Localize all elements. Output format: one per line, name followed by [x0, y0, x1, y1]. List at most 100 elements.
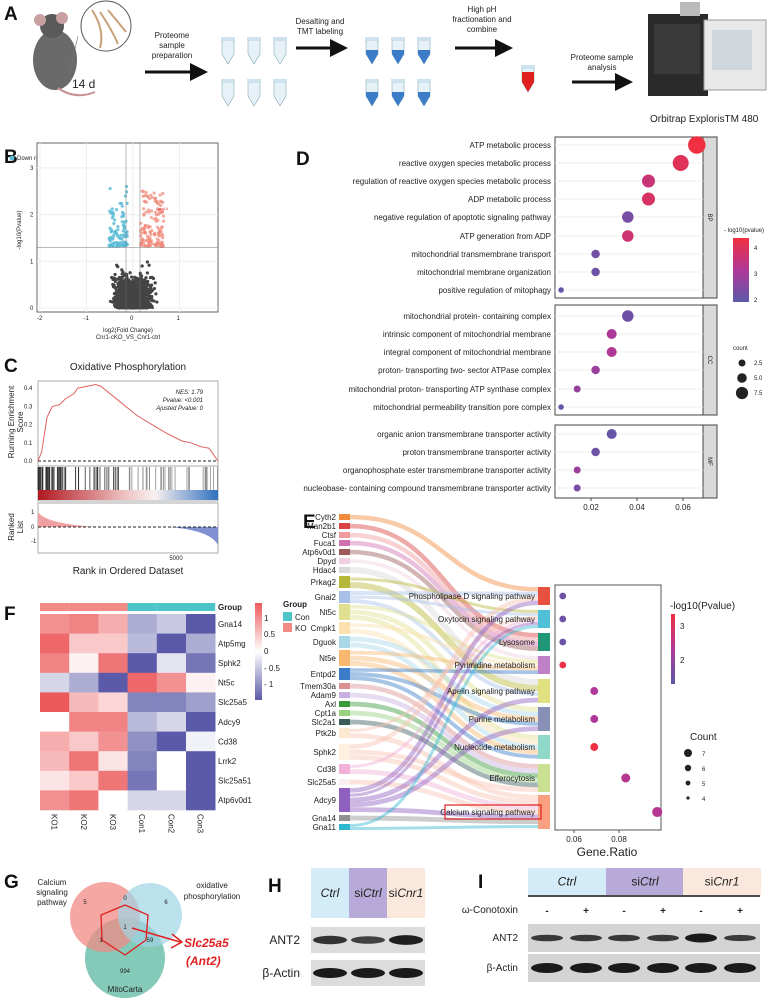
heatmap-cell	[40, 653, 70, 674]
go-dot	[622, 230, 634, 242]
scale-tick: - 1	[264, 680, 274, 689]
venn-count: 1	[99, 938, 103, 944]
point-up	[159, 203, 163, 208]
sankey-link	[349, 701, 539, 779]
blot-row-label: β-Actin	[262, 966, 300, 980]
pathway-node	[538, 795, 550, 829]
sankey-link	[349, 532, 539, 642]
tube-cap	[391, 37, 405, 40]
pathway-dot	[559, 592, 567, 600]
tube-cap	[417, 79, 431, 82]
point-up	[138, 229, 143, 233]
sankey-link	[349, 604, 539, 664]
pathway-node	[538, 610, 550, 628]
heatmap-cell	[127, 692, 158, 713]
tube-cap	[273, 37, 287, 40]
point-not-sig	[127, 288, 132, 292]
go-term-label: negative regulation of apoptotic signali…	[374, 213, 551, 222]
gene-label: Ctsf	[322, 531, 337, 540]
heatmap-cell	[98, 751, 128, 772]
pvalue-colorbar	[671, 614, 675, 684]
set-label: phosphorylation	[184, 892, 240, 901]
go-term-label: proton- transporting two- sector ATPase …	[378, 366, 551, 375]
y-axis-label: Running Enrichment	[7, 385, 16, 458]
blot-band	[313, 935, 347, 945]
x-tick-label: -2	[37, 316, 43, 322]
enrichment-curve	[37, 384, 219, 462]
blot-band	[724, 934, 756, 942]
gene-node	[339, 622, 350, 634]
point-not-sig	[133, 275, 137, 279]
ranked-negative	[168, 527, 218, 545]
sankey-link	[349, 676, 539, 759]
scale-tick: 0.5	[264, 630, 276, 639]
sankey-link	[349, 668, 539, 674]
point-up	[155, 240, 159, 244]
go-dot	[622, 211, 634, 223]
go-term-label: organic anion transmembrane transporter …	[377, 430, 551, 439]
y-axis-label: Score	[16, 411, 25, 432]
sankey-link	[349, 616, 539, 732]
gene-label: Hdac4	[313, 566, 337, 575]
row-label: Lrrk2	[218, 757, 237, 766]
point-up	[150, 195, 154, 200]
point-not-sig	[144, 291, 149, 295]
point-up	[142, 199, 147, 203]
sankey-link	[349, 749, 539, 793]
gene-node	[339, 824, 350, 830]
tube-cap	[365, 79, 379, 82]
sankey-link	[349, 625, 539, 827]
tube-fill	[392, 50, 404, 64]
point-not-sig	[124, 301, 128, 305]
go-dot	[558, 287, 564, 293]
es-tick: 0.1	[24, 441, 33, 447]
point-not-sig	[126, 304, 130, 308]
sankey-link	[349, 692, 539, 774]
blot-band	[531, 963, 563, 973]
point-not-sig	[128, 284, 132, 288]
mouse-illustration	[33, 0, 132, 97]
facet-strip	[702, 304, 718, 416]
go-term-label: reactive oxygen species metabolic proces…	[399, 159, 551, 168]
point-not-sig	[133, 306, 137, 310]
x-tick-label: -1	[84, 316, 90, 322]
point-up	[152, 191, 156, 195]
point-up	[162, 214, 166, 218]
heatmap-cell	[69, 790, 99, 811]
go-term-label: mitochondrial transmembrane transport	[411, 250, 551, 259]
point-not-sig	[118, 292, 122, 296]
lane-label-prefix: si	[705, 875, 714, 889]
point-not-sig	[128, 271, 132, 275]
point-down	[114, 208, 119, 212]
point-up	[148, 230, 152, 234]
gene-label: Tmem30a	[300, 682, 337, 691]
point-up	[139, 243, 143, 247]
point-not-sig	[134, 284, 138, 288]
sankey-link	[349, 609, 539, 712]
count-label: 4	[702, 797, 706, 803]
go-term-label: mitochondrial permeability transition po…	[373, 403, 551, 412]
lane-header	[606, 868, 684, 895]
heatmap-cell	[186, 731, 216, 752]
venn-count: 994	[120, 969, 131, 975]
tube-body	[221, 81, 235, 107]
heatmap-cell	[127, 712, 158, 732]
column-label: KO3	[108, 814, 117, 831]
heatmap-cell	[98, 672, 128, 693]
point-down	[122, 220, 127, 224]
tube-fill	[392, 92, 404, 106]
sankey-link	[349, 815, 539, 825]
gene-ratio-frame	[554, 584, 662, 831]
sankey-link	[349, 623, 539, 667]
treatment-sign: +	[737, 906, 743, 917]
heatmap-cell	[69, 751, 99, 772]
venn-count: 5	[83, 900, 87, 906]
tube-body	[247, 81, 261, 107]
pathway-dot	[590, 687, 599, 695]
sankey-link	[349, 650, 539, 671]
pointer-arrow-line	[131, 927, 181, 943]
legend-title: - log10(pvalue)	[724, 228, 764, 234]
point-up	[158, 193, 162, 197]
tube-icon	[247, 37, 261, 65]
blot-band	[570, 963, 602, 973]
